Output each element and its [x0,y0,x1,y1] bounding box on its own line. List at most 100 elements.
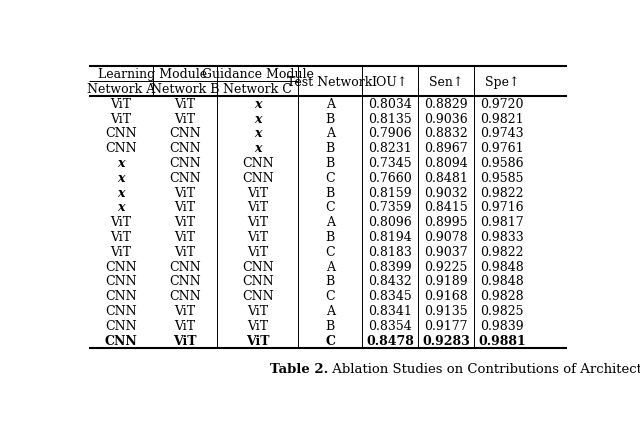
Text: ViT: ViT [247,201,268,214]
Text: B: B [326,157,335,170]
Text: C: C [325,171,335,184]
Text: B: B [326,186,335,199]
Text: Learning Module: Learning Module [99,68,207,81]
Text: 0.9743: 0.9743 [480,127,524,140]
Text: C: C [325,289,335,302]
Text: 0.8183: 0.8183 [368,245,412,258]
Text: CNN: CNN [105,275,137,288]
Text: ViT: ViT [111,230,132,243]
Text: A: A [326,216,335,229]
Text: ViT: ViT [247,319,268,332]
Text: 0.9585: 0.9585 [480,171,524,184]
Text: 0.9720: 0.9720 [480,98,524,111]
Text: Guidance Module: Guidance Module [202,68,314,81]
Text: 0.9078: 0.9078 [424,230,468,243]
Text: 0.9817: 0.9817 [480,216,524,229]
Text: CNN: CNN [169,127,201,140]
Text: CNN: CNN [105,319,137,332]
Text: A: A [326,304,335,317]
Text: B: B [326,230,335,243]
Text: 0.8432: 0.8432 [368,275,412,288]
Text: CNN: CNN [169,171,201,184]
Text: A: A [326,127,335,140]
Text: 0.7906: 0.7906 [368,127,412,140]
Text: A: A [326,260,335,273]
Text: CNN: CNN [105,304,137,317]
Text: ViT: ViT [111,216,132,229]
Text: 0.7660: 0.7660 [368,171,412,184]
Text: ViT: ViT [175,245,196,258]
Text: CNN: CNN [104,334,138,347]
Text: B: B [326,142,335,155]
Text: ViT: ViT [246,334,269,347]
Text: ViT: ViT [247,216,268,229]
Text: ViT: ViT [175,112,196,125]
Text: CNN: CNN [105,260,137,273]
Text: 0.8231: 0.8231 [368,142,412,155]
Text: 0.9036: 0.9036 [424,112,468,125]
Text: x: x [254,127,262,140]
Text: 0.9822: 0.9822 [480,186,524,199]
Text: 0.8832: 0.8832 [424,127,468,140]
Text: 0.9761: 0.9761 [480,142,524,155]
Text: CNN: CNN [242,157,273,170]
Text: x: x [117,171,125,184]
Text: CNN: CNN [169,260,201,273]
Text: Network B: Network B [151,83,220,96]
Text: B: B [326,319,335,332]
Text: 0.8094: 0.8094 [424,157,468,170]
Text: 0.8399: 0.8399 [368,260,412,273]
Text: CNN: CNN [242,260,273,273]
Text: 0.9283: 0.9283 [422,334,470,347]
Text: 0.9848: 0.9848 [480,260,524,273]
Text: ViT: ViT [175,319,196,332]
Text: 0.9135: 0.9135 [424,304,468,317]
Text: ViT: ViT [175,304,196,317]
Text: CNN: CNN [105,142,137,155]
Text: 0.9177: 0.9177 [424,319,468,332]
Text: 0.9828: 0.9828 [480,289,524,302]
Text: ViT: ViT [247,186,268,199]
Text: CNN: CNN [169,157,201,170]
Text: ViT: ViT [247,245,268,258]
Text: 0.8135: 0.8135 [368,112,412,125]
Text: ViT: ViT [175,186,196,199]
Text: A: A [326,98,335,111]
Text: 0.8345: 0.8345 [368,289,412,302]
Text: 0.8194: 0.8194 [368,230,412,243]
Text: Test Network: Test Network [287,76,373,89]
Text: 0.9822: 0.9822 [480,245,524,258]
Text: CNN: CNN [169,289,201,302]
Text: x: x [254,112,262,125]
Text: 0.8481: 0.8481 [424,171,468,184]
Text: ViT: ViT [175,98,196,111]
Text: B: B [326,275,335,288]
Text: C: C [325,201,335,214]
Text: ViT: ViT [111,112,132,125]
Text: ViT: ViT [175,230,196,243]
Text: Network A: Network A [87,83,155,96]
Text: ViT: ViT [247,230,268,243]
Text: IOU↑: IOU↑ [372,76,408,89]
Text: 0.9839: 0.9839 [480,319,524,332]
Text: ViT: ViT [111,245,132,258]
Text: CNN: CNN [242,171,273,184]
Text: 0.8034: 0.8034 [368,98,412,111]
Text: Ablation Studies on Contributions of Architecture and Modules: Ablation Studies on Contributions of Arc… [328,362,640,375]
Text: 0.9848: 0.9848 [480,275,524,288]
Text: 0.9032: 0.9032 [424,186,468,199]
Text: CNN: CNN [105,127,137,140]
Text: ViT: ViT [247,304,268,317]
Text: 0.8967: 0.8967 [424,142,468,155]
Text: 0.8354: 0.8354 [368,319,412,332]
Text: 0.9825: 0.9825 [480,304,524,317]
Text: 0.9586: 0.9586 [480,157,524,170]
Text: ViT: ViT [173,334,196,347]
Text: x: x [117,157,125,170]
Text: 0.9716: 0.9716 [480,201,524,214]
Text: C: C [325,245,335,258]
Text: 0.9168: 0.9168 [424,289,468,302]
Text: CNN: CNN [242,289,273,302]
Text: 0.9225: 0.9225 [424,260,468,273]
Text: 0.9833: 0.9833 [480,230,524,243]
